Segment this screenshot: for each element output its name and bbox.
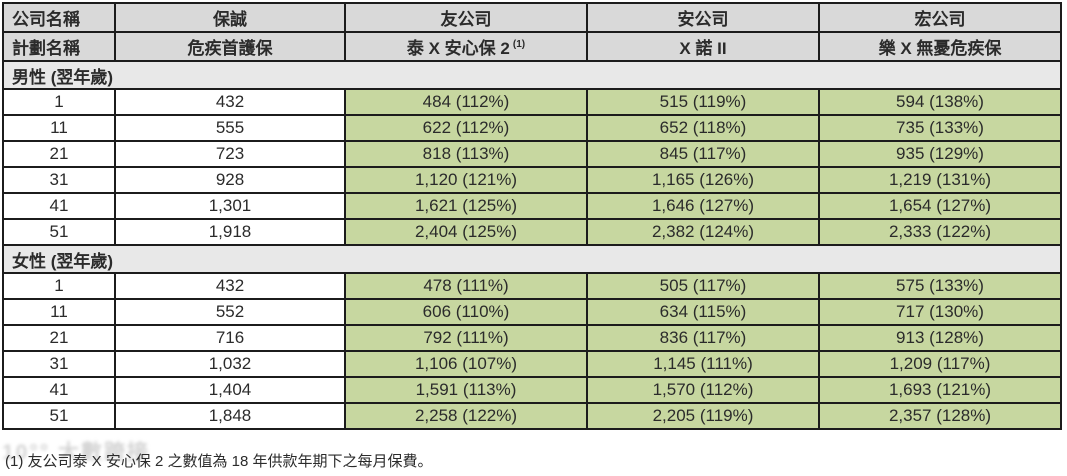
age-cell: 51: [2, 218, 116, 246]
table-row: 1 432 478 (111%) 505 (117%) 575 (133%): [2, 272, 1062, 300]
friend-premium-cell: 2,404 (125%): [344, 218, 588, 246]
base-premium-cell: 555: [114, 114, 346, 142]
an-premium-cell: 1,646 (127%): [586, 192, 820, 220]
plan-cell-hong: 樂 X 無憂危疾保: [818, 31, 1062, 62]
section-header-male: 男性 (翌年歲): [2, 60, 1062, 90]
plan-cell-prudential: 危疾首護保: [114, 31, 346, 62]
base-premium-cell: 1,848: [114, 402, 346, 430]
hong-premium-cell: 575 (133%): [818, 272, 1062, 300]
table-row: 1 432 484 (112%) 515 (119%) 594 (138%): [2, 88, 1062, 116]
company-cell-friend: 友公司: [344, 2, 588, 33]
an-premium-cell: 1,165 (126%): [586, 166, 820, 194]
plan-cell-friend: 泰 X 安心保 2 (1): [344, 31, 588, 62]
friend-premium-cell: 484 (112%): [344, 88, 588, 116]
age-cell: 31: [2, 166, 116, 194]
section-title: 男性 (翌年歲): [2, 60, 1062, 90]
friend-premium-cell: 1,621 (125%): [344, 192, 588, 220]
table-row: 31 928 1,120 (121%) 1,165 (126%) 1,219 (…: [2, 166, 1062, 194]
hong-premium-cell: 594 (138%): [818, 88, 1062, 116]
base-premium-cell: 552: [114, 298, 346, 326]
friend-premium-cell: 1,120 (121%): [344, 166, 588, 194]
hong-premium-cell: 1,654 (127%): [818, 192, 1062, 220]
section-header-female: 女性 (翌年歲): [2, 244, 1062, 274]
age-cell: 51: [2, 402, 116, 430]
base-premium-cell: 1,301: [114, 192, 346, 220]
plan-label-cell: 計劃名稱: [2, 31, 116, 62]
friend-premium-cell: 1,106 (107%): [344, 350, 588, 378]
base-premium-cell: 432: [114, 272, 346, 300]
age-cell: 21: [2, 324, 116, 352]
table-row: 41 1,404 1,591 (113%) 1,570 (112%) 1,693…: [2, 376, 1062, 404]
an-premium-cell: 836 (117%): [586, 324, 820, 352]
age-cell: 31: [2, 350, 116, 378]
table-row: 31 1,032 1,106 (107%) 1,145 (111%) 1,209…: [2, 350, 1062, 378]
an-premium-cell: 505 (117%): [586, 272, 820, 300]
hong-premium-cell: 1,209 (117%): [818, 350, 1062, 378]
table-row: 11 552 606 (110%) 634 (115%) 717 (130%): [2, 298, 1062, 326]
company-label-cell: 公司名稱: [2, 2, 116, 33]
age-cell: 11: [2, 114, 116, 142]
table-row: 51 1,918 2,404 (125%) 2,382 (124%) 2,333…: [2, 218, 1062, 246]
age-cell: 1: [2, 272, 116, 300]
friend-premium-cell: 606 (110%): [344, 298, 588, 326]
age-cell: 1: [2, 88, 116, 116]
an-premium-cell: 2,382 (124%): [586, 218, 820, 246]
base-premium-cell: 432: [114, 88, 346, 116]
base-premium-cell: 723: [114, 140, 346, 168]
hong-premium-cell: 717 (130%): [818, 298, 1062, 326]
an-premium-cell: 515 (119%): [586, 88, 820, 116]
hong-premium-cell: 2,333 (122%): [818, 218, 1062, 246]
hong-premium-cell: 1,219 (131%): [818, 166, 1062, 194]
friend-premium-cell: 818 (113%): [344, 140, 588, 168]
table-row: 51 1,848 2,258 (122%) 2,205 (119%) 2,357…: [2, 402, 1062, 430]
section-title: 女性 (翌年歲): [2, 244, 1062, 274]
hong-premium-cell: 935 (129%): [818, 140, 1062, 168]
base-premium-cell: 716: [114, 324, 346, 352]
hong-premium-cell: 2,357 (128%): [818, 402, 1062, 430]
company-header-row: 公司名稱 保誠 友公司 安公司 宏公司: [2, 2, 1062, 33]
age-cell: 21: [2, 140, 116, 168]
base-premium-cell: 1,918: [114, 218, 346, 246]
plan-name: 泰 X 安心保 2: [406, 39, 510, 58]
table-row: 11 555 622 (112%) 652 (118%) 735 (133%): [2, 114, 1062, 142]
company-cell-an: 安公司: [586, 2, 820, 33]
friend-premium-cell: 478 (111%): [344, 272, 588, 300]
company-cell-hong: 宏公司: [818, 2, 1062, 33]
friend-premium-cell: 1,591 (113%): [344, 376, 588, 404]
age-cell: 11: [2, 298, 116, 326]
premium-comparison-table: 公司名稱 保誠 友公司 安公司 宏公司 計劃名稱 危疾首護保 泰 X 安心保 2…: [2, 2, 1062, 430]
age-cell: 41: [2, 192, 116, 220]
plan-cell-an: X 諾 II: [586, 31, 820, 62]
friend-premium-cell: 2,258 (122%): [344, 402, 588, 430]
table-row: 21 716 792 (111%) 836 (117%) 913 (128%): [2, 324, 1062, 352]
company-cell-prudential: 保誠: [114, 2, 346, 33]
base-premium-cell: 1,404: [114, 376, 346, 404]
base-premium-cell: 928: [114, 166, 346, 194]
an-premium-cell: 652 (118%): [586, 114, 820, 142]
table-row: 21 723 818 (113%) 845 (117%) 935 (129%): [2, 140, 1062, 168]
hong-premium-cell: 735 (133%): [818, 114, 1062, 142]
an-premium-cell: 1,145 (111%): [586, 350, 820, 378]
an-premium-cell: 634 (115%): [586, 298, 820, 326]
footnote-marker: (1): [512, 39, 526, 51]
friend-premium-cell: 792 (111%): [344, 324, 588, 352]
an-premium-cell: 2,205 (119%): [586, 402, 820, 430]
an-premium-cell: 1,570 (112%): [586, 376, 820, 404]
hong-premium-cell: 1,693 (121%): [818, 376, 1062, 404]
table-row: 41 1,301 1,621 (125%) 1,646 (127%) 1,654…: [2, 192, 1062, 220]
age-cell: 41: [2, 376, 116, 404]
footnote: (1) 友公司泰 X 安心保 2 之數值為 18 年供款年期下之每月保費。: [5, 453, 433, 470]
plan-header-row: 計劃名稱 危疾首護保 泰 X 安心保 2 (1) X 諾 II 樂 X 無憂危疾保: [2, 31, 1062, 62]
friend-premium-cell: 622 (112%): [344, 114, 588, 142]
base-premium-cell: 1,032: [114, 350, 346, 378]
hong-premium-cell: 913 (128%): [818, 324, 1062, 352]
an-premium-cell: 845 (117%): [586, 140, 820, 168]
